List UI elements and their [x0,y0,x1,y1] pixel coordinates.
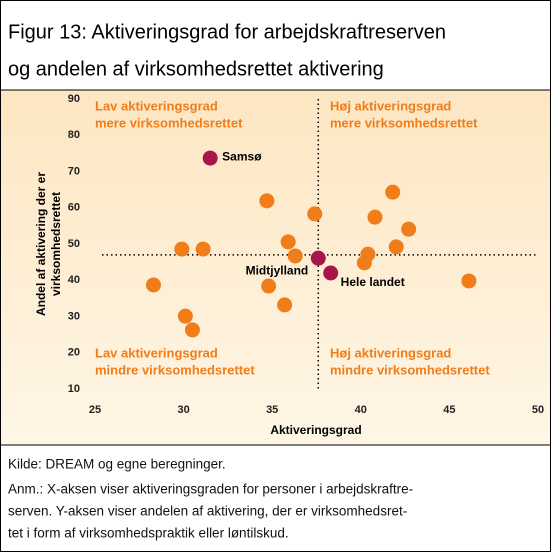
y-tick-label: 90 [68,93,80,105]
note: tet i form af virksomhedspraktik eller l… [8,526,289,541]
point [195,241,211,257]
quadrant-label: Lav aktiveringsgrad [95,98,218,113]
point [202,150,218,166]
quadrant-label: mindre virksomhedsrettet [95,362,255,377]
point [360,246,376,262]
point [145,277,161,293]
point [184,322,200,338]
point [174,241,190,257]
quadrant-label: mere virksomhedsrettet [330,115,478,130]
y-tick-label: 10 [68,383,80,395]
quadrant-label: mindre virksomhedsrettet [330,362,490,377]
point [277,297,293,313]
point [261,278,277,294]
y-axis-label: Andel af aktivering der er [34,172,48,316]
x-tick-label: 35 [266,404,278,416]
y-tick-label: 30 [68,310,80,322]
x-tick-label: 50 [532,404,544,416]
point [388,239,404,255]
x-tick-label: 30 [177,404,189,416]
point [461,273,477,289]
y-axis-label: virksomhedsrettet [49,192,63,296]
point [287,248,303,264]
x-tick-label: 45 [443,404,455,416]
quadrant-label: Høj aktiveringsgrad [330,345,451,360]
x-tick-label: 25 [89,404,101,416]
note: Anm.: X-aksen viser aktiveringsgraden fo… [8,482,413,497]
point [385,184,401,200]
point [323,265,339,281]
point-label: Samsø [222,149,262,163]
y-tick-label: 70 [68,165,80,177]
point [367,209,383,225]
x-tick-label: 40 [355,404,367,416]
point [259,193,275,209]
y-tick-label: 80 [68,129,80,141]
y-tick-label: 60 [68,202,80,214]
chart-title: og andelen af virksomhedsrettet aktiveri… [8,58,384,80]
quadrant-label: mere virksomhedsrettet [95,115,243,130]
point-label: Midtjylland [246,263,309,277]
point-label: Hele landet [341,275,405,289]
point [310,250,326,266]
quadrant-label: Lav aktiveringsgrad [95,345,218,360]
x-axis-label: Aktiveringsgrad [270,423,361,437]
point [401,221,417,237]
note: serven. Y-aksen viser andelen af aktiver… [8,504,407,519]
plot-background [1,90,550,445]
point [280,234,296,250]
y-tick-label: 40 [68,274,80,286]
point [307,206,323,222]
chart-title: Figur 13: Aktiveringsgrad for arbejdskra… [8,21,446,43]
source: Kilde: DREAM og egne beregninger. [8,457,226,472]
y-tick-label: 50 [68,238,80,250]
quadrant-label: Høj aktiveringsgrad [330,98,451,113]
point [177,308,193,324]
y-tick-label: 20 [68,347,80,359]
